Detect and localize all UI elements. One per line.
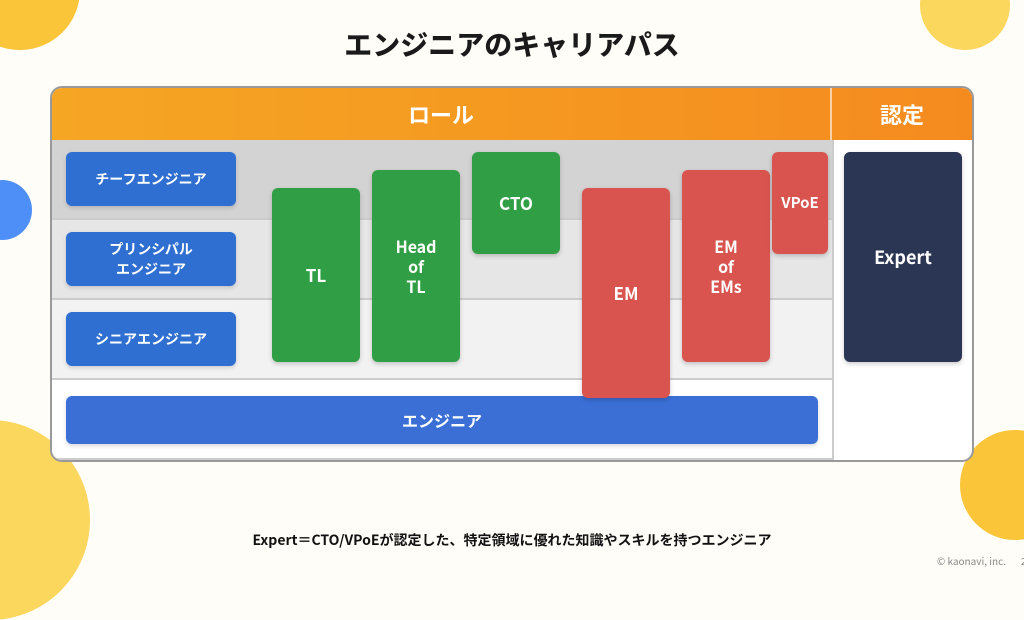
cert-column: Expert bbox=[832, 140, 972, 460]
role-em: EM bbox=[582, 188, 670, 398]
level-label-senior: シニアエンジニア bbox=[66, 312, 236, 366]
role-head-of-tl: Head of TL bbox=[372, 170, 460, 362]
level-label-principal: プリンシパル エンジニア bbox=[66, 232, 236, 286]
footnote: Expert＝CTO/VPoEが認定した、特定領域に優れた知識やスキルを持つエン… bbox=[0, 530, 1024, 550]
career-frame: ロール 認定 チーフエンジニア プリンシパル エンジニア シニアエンジニア エン… bbox=[50, 86, 974, 462]
role-cto: CTO bbox=[472, 152, 560, 254]
page-title: エンジニアのキャリアパス bbox=[0, 24, 1024, 64]
frame-body: チーフエンジニア プリンシパル エンジニア シニアエンジニア エンジニア TL … bbox=[52, 140, 972, 460]
copyright: © kaonavi, inc. bbox=[937, 553, 1006, 568]
level-row-engineer: エンジニア bbox=[52, 380, 832, 460]
engineer-box: エンジニア bbox=[66, 396, 818, 444]
expert-box: Expert bbox=[844, 152, 962, 362]
role-em-of-ems: EM of EMs bbox=[682, 170, 770, 362]
role-vpoe: VPoE bbox=[772, 152, 828, 254]
role-tl: TL bbox=[272, 188, 360, 362]
level-label-chief: チーフエンジニア bbox=[66, 152, 236, 206]
role-column: チーフエンジニア プリンシパル エンジニア シニアエンジニア エンジニア TL … bbox=[52, 140, 832, 460]
header-role: ロール bbox=[52, 88, 832, 140]
header-cert: 認定 bbox=[832, 88, 972, 140]
frame-header: ロール 認定 bbox=[52, 88, 972, 140]
